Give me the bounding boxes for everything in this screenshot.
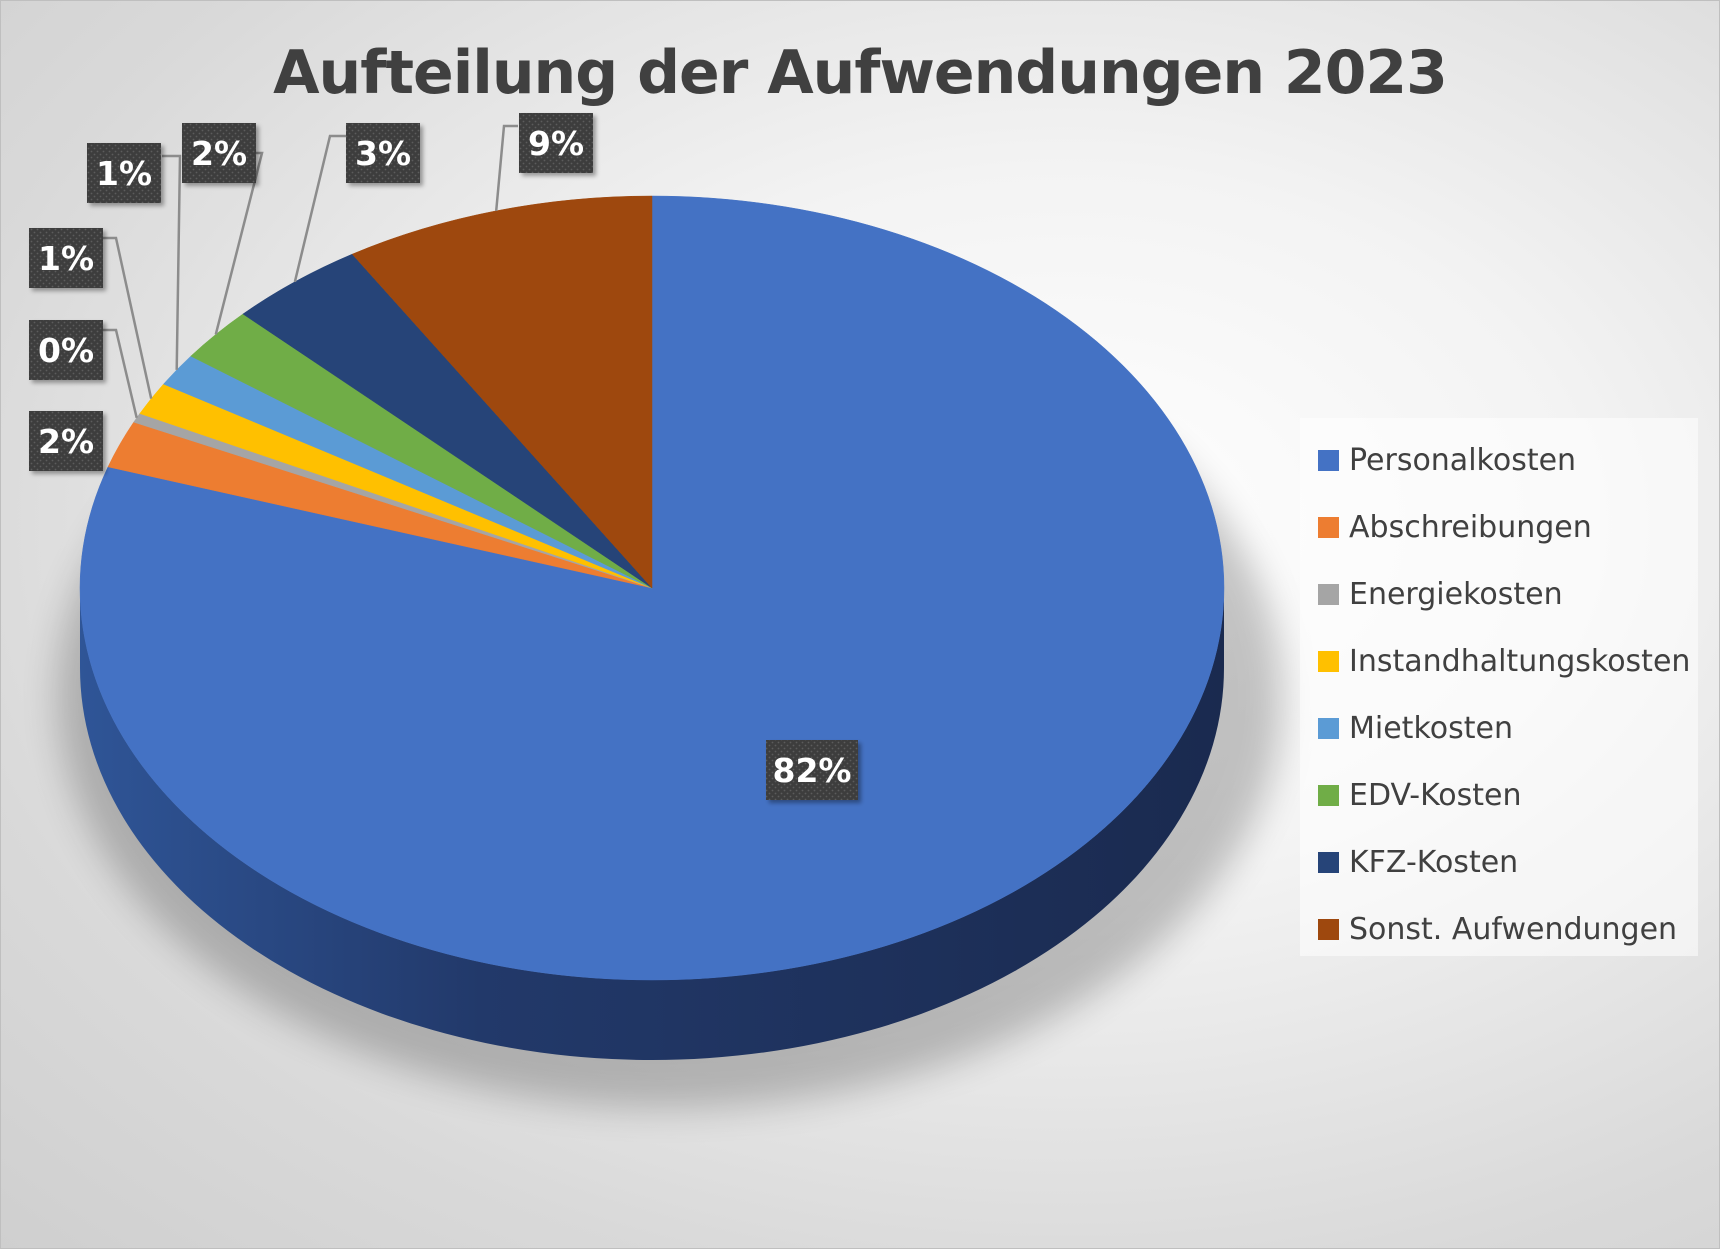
legend-label: Mietkosten (1349, 710, 1513, 746)
data-label-box (29, 320, 103, 380)
data-label-instandhaltungskosten: 1% (29, 228, 153, 399)
chart-title: Aufteilung der Aufwendungen 2023 (273, 38, 1448, 108)
data-label-text: 0% (38, 331, 94, 370)
legend-item-abschreibungen: Abschreibungen (1318, 507, 1592, 547)
legend-swatch (1318, 851, 1339, 873)
data-label-text: 1% (38, 239, 94, 278)
legend-item-kfz-kosten: KFZ-Kosten (1318, 842, 1518, 882)
data-label-text: 82% (773, 751, 852, 790)
data-label-text: 9% (528, 124, 584, 163)
data-label-text: 1% (96, 154, 152, 193)
legend-swatch (1318, 583, 1339, 605)
data-label-box (519, 113, 593, 173)
data-label-abschreibungen: 2% (29, 411, 103, 471)
data-label-box (766, 740, 858, 800)
chart-legend: Personalkosten Abschreibungen Energiekoste… (1300, 418, 1698, 956)
legend-swatch (1318, 516, 1339, 538)
legend-label: EDV-Kosten (1349, 777, 1522, 813)
legend-label: Abschreibungen (1349, 509, 1592, 545)
legend-label: Personalkosten (1349, 442, 1577, 478)
legend-label: Sonst. Aufwendungen (1349, 911, 1678, 947)
data-label-text: 2% (38, 422, 94, 461)
legend-item-personalkosten: Personalkosten (1318, 440, 1576, 480)
leader-line (102, 236, 153, 399)
data-label-personalkosten: 82% (766, 740, 858, 800)
legend-swatch (1318, 449, 1339, 471)
legend-item-instandhaltungskosten: Instandhaltungskosten (1318, 641, 1690, 681)
data-label-box (29, 228, 103, 288)
leader-line (494, 124, 518, 211)
data-label-box (182, 123, 256, 183)
data-label-box (29, 411, 103, 471)
legend-item-sonst-aufwendungen: Sonst. Aufwendungen (1318, 909, 1677, 949)
legend-swatch (1318, 784, 1339, 806)
legend-item-energiekosten: Energiekosten (1318, 574, 1563, 614)
leader-line (102, 328, 138, 419)
legend-item-mietkosten: Mietkosten (1318, 708, 1513, 748)
data-label-edv-kosten: 2% (182, 123, 264, 335)
legend-label: KFZ-Kosten (1349, 844, 1519, 880)
legend-swatch (1318, 650, 1339, 672)
data-label-text: 2% (191, 134, 247, 173)
leader-line (162, 154, 182, 370)
legend-item-edv-kosten: EDV-Kosten (1318, 775, 1522, 815)
leader-line (214, 151, 264, 335)
data-label-energiekosten: 0% (29, 320, 138, 419)
pie-side-personalkosten (80, 588, 1224, 1060)
data-label-sonst-aufwendungen: 9% (494, 113, 593, 211)
legend-label: Energiekosten (1349, 576, 1563, 612)
legend-swatch (1318, 918, 1339, 940)
data-label-kfz-kosten: 3% (293, 123, 420, 283)
data-label-box (346, 123, 420, 183)
legend-swatch (1318, 717, 1339, 739)
leader-line (293, 134, 346, 283)
legend-label: Instandhaltungskosten (1349, 643, 1691, 679)
data-label-text: 3% (355, 134, 411, 173)
data-label-box (87, 143, 161, 203)
pie-slice-personalkosten (79, 195, 1225, 981)
data-label-mietkosten: 1% (87, 143, 182, 370)
